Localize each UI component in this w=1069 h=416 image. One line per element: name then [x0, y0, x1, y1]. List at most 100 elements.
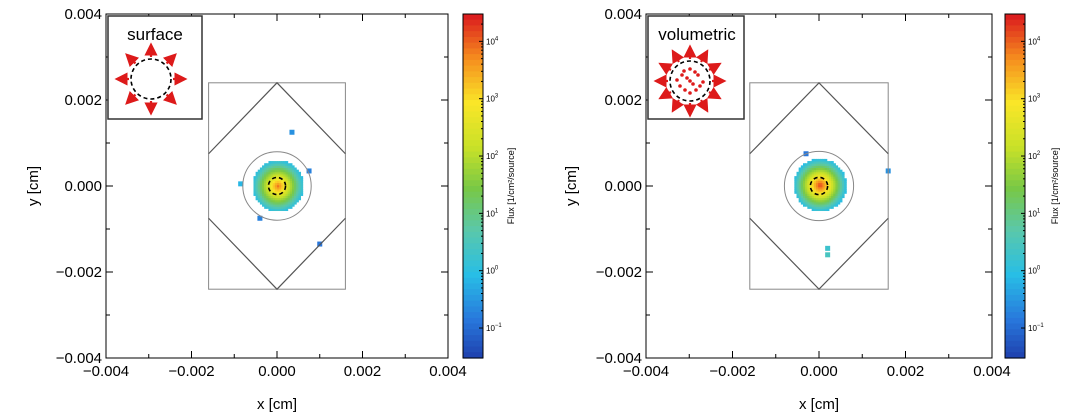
heat-cell — [262, 182, 265, 186]
heat-cell — [291, 204, 295, 207]
heat-cell — [831, 169, 834, 173]
heat-cell — [820, 161, 823, 164]
heat-cell — [822, 204, 826, 207]
heat-cell — [828, 189, 832, 192]
heat-cell — [818, 191, 821, 194]
heat-cell — [828, 161, 832, 164]
heat-cell — [266, 195, 269, 199]
colorbar-segment — [463, 100, 483, 107]
heat-cell — [266, 199, 269, 203]
heat-cell — [291, 173, 295, 177]
heat-cell — [809, 161, 813, 164]
stray-point — [257, 215, 263, 221]
heat-cell — [294, 173, 297, 177]
heat-cell — [805, 163, 808, 166]
heat-cell — [800, 191, 804, 194]
heat-cell — [264, 176, 267, 179]
heat-cell — [285, 163, 289, 166]
colorbar-segment — [463, 254, 483, 262]
colorbar-tick-label: 100 — [486, 266, 499, 276]
heat-cell — [270, 193, 274, 196]
x-tick-label: 0.004 — [973, 363, 1011, 380]
heat-cell — [815, 208, 819, 212]
heat-cell — [835, 186, 839, 190]
heat-cell — [283, 189, 287, 192]
heat-cell — [264, 165, 267, 169]
heat-cell — [277, 208, 280, 212]
heat-cell — [833, 197, 836, 201]
heat-cell — [798, 176, 802, 179]
heat-cell — [802, 171, 806, 175]
heat-cell — [802, 189, 806, 192]
heat-cell — [289, 195, 293, 199]
heat-cell — [833, 165, 836, 169]
colorbar-segment — [1005, 134, 1025, 141]
heat-cell — [266, 182, 269, 186]
heat-cell — [833, 173, 836, 177]
heat-cell — [294, 191, 297, 194]
heat-cell — [800, 189, 804, 192]
heat-cell — [796, 191, 800, 194]
heat-cell — [291, 182, 295, 186]
heat-cell — [809, 195, 813, 199]
heat-cell — [807, 199, 810, 203]
heat-cell — [291, 197, 295, 201]
heat-cell — [822, 180, 826, 184]
heat-cell — [270, 165, 274, 169]
heat-cell — [283, 184, 287, 188]
heat-cell — [279, 182, 282, 186]
heat-cell — [287, 182, 291, 186]
heat-cell — [283, 165, 287, 169]
heat-cell — [274, 195, 278, 199]
heat-cell — [296, 186, 299, 190]
heat-cell — [294, 176, 297, 179]
heat-cell — [296, 195, 299, 199]
heat-cell — [268, 191, 272, 194]
source-circle — [267, 176, 287, 196]
heat-cell — [283, 199, 287, 203]
heat-cell — [294, 184, 297, 188]
heat-cell — [833, 201, 836, 205]
colorbar-segment — [463, 168, 483, 176]
flux-heatmap — [794, 151, 891, 258]
emission-arrow — [162, 53, 177, 68]
heat-cell — [255, 176, 259, 179]
colorbar-segment — [1005, 117, 1025, 124]
heat-cell — [800, 169, 804, 173]
heat-cell — [291, 186, 295, 190]
heat-cell — [833, 180, 836, 184]
heat-cell — [826, 178, 830, 181]
colorbar-segment — [1005, 208, 1025, 216]
heat-cell — [835, 169, 839, 173]
heat-cell — [839, 189, 843, 192]
heat-cell — [809, 173, 813, 177]
heat-cell — [820, 206, 823, 209]
heat-cell — [268, 184, 272, 188]
heat-cell — [822, 184, 826, 188]
heat-cell — [298, 195, 302, 199]
heat-cell — [253, 189, 257, 192]
heat-cell — [828, 201, 832, 205]
colorbar-segment — [1005, 249, 1025, 256]
heat-cell — [281, 161, 284, 164]
colorbar-segment — [463, 77, 483, 84]
emission-arrow — [125, 53, 140, 68]
heat-cell — [300, 184, 304, 188]
heat-cell — [820, 195, 823, 199]
heat-cell — [296, 197, 299, 201]
heat-cell — [824, 163, 828, 166]
heat-cell — [831, 184, 834, 188]
heat-cell — [820, 171, 823, 175]
source-circle-icon — [130, 58, 172, 100]
heat-cell — [826, 167, 830, 171]
heat-cell — [802, 173, 806, 177]
emission-point — [683, 88, 687, 92]
heat-cell — [264, 173, 267, 177]
colorbar-segment — [463, 197, 483, 204]
heat-cell — [820, 158, 823, 162]
heat-cell — [798, 191, 802, 194]
heat-cell — [298, 182, 302, 186]
heat-cell — [818, 173, 821, 177]
heat-cell — [839, 180, 843, 184]
